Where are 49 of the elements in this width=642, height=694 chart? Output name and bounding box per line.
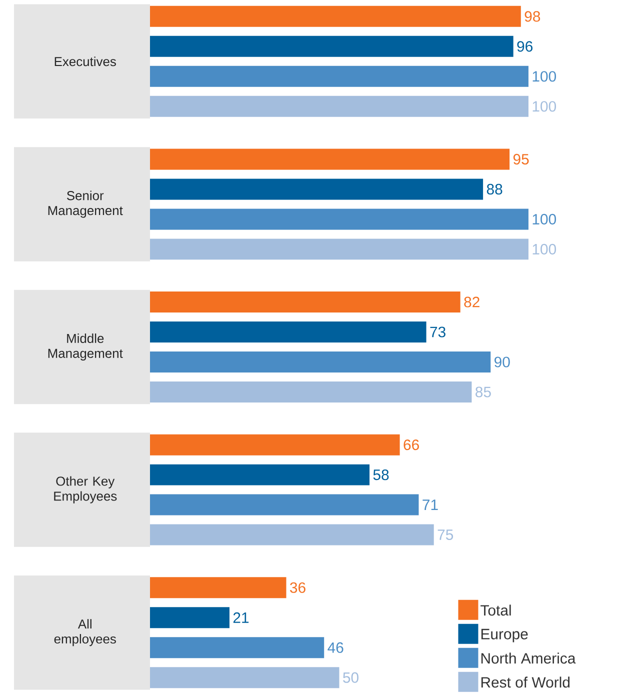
y-tick-label: Senior Management — [48, 190, 123, 218]
bar — [150, 322, 426, 343]
bar — [150, 208, 528, 230]
data-label: 58 — [373, 470, 389, 480]
data-label: 96 — [517, 41, 532, 52]
bar — [150, 6, 521, 27]
y-tick-label: Other Key Employees — [54, 476, 117, 504]
y-tick-label: All employees — [54, 619, 116, 646]
data-label: 100 — [532, 71, 556, 82]
data-label: 98 — [524, 11, 540, 22]
bar — [150, 464, 370, 486]
data-label: 50 — [343, 672, 358, 683]
bar — [150, 148, 510, 170]
bar — [150, 352, 491, 372]
data-label: 82 — [464, 296, 480, 308]
legend-label: Total — [480, 604, 511, 616]
bar — [150, 434, 400, 456]
data-label: 100 — [532, 214, 556, 224]
data-label: 100 — [532, 244, 556, 254]
data-label: 36 — [290, 582, 306, 593]
data-label: 85 — [476, 386, 491, 398]
bar — [150, 667, 340, 688]
bar — [150, 178, 484, 200]
data-label: 95 — [513, 154, 529, 165]
bar — [150, 238, 528, 260]
bar — [150, 292, 460, 313]
bar — [150, 637, 324, 658]
data-label: 71 — [422, 500, 438, 510]
data-label: 46 — [328, 642, 344, 653]
data-label: 73 — [430, 326, 446, 338]
bar — [150, 524, 434, 546]
data-label: 90 — [494, 356, 510, 368]
legend-label: Europe — [481, 628, 528, 642]
y-tick-label: Executives — [54, 56, 116, 66]
legend-label: Rest of World — [481, 676, 570, 688]
bar — [150, 607, 230, 628]
data-label: 66 — [404, 440, 419, 450]
bar — [150, 494, 419, 516]
data-label: 100 — [532, 101, 556, 112]
y-tick-label: Middle Management — [48, 333, 123, 361]
data-label: 88 — [486, 184, 502, 194]
legend-label: North America — [481, 652, 576, 664]
bar — [150, 66, 528, 87]
bar — [150, 577, 286, 598]
bar — [150, 36, 514, 57]
data-label: 75 — [438, 530, 454, 540]
bar — [150, 381, 472, 402]
bar — [150, 96, 528, 117]
data-label: 21 — [233, 612, 249, 623]
